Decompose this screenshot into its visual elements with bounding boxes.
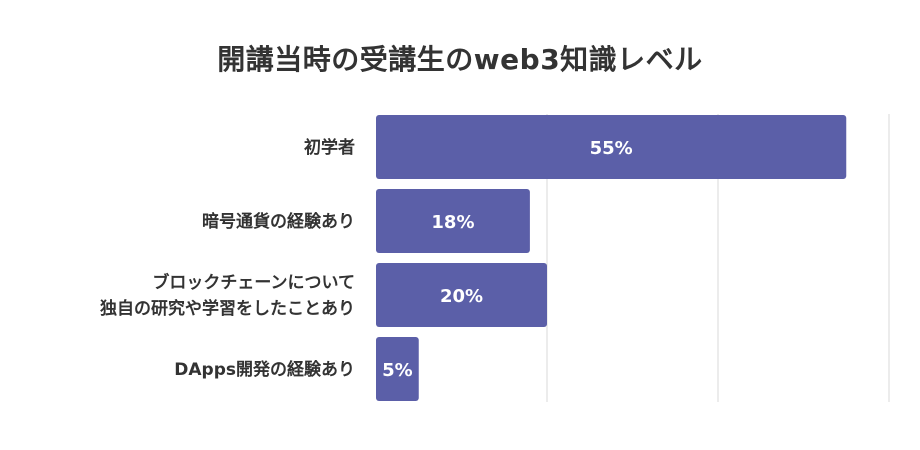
chart-title: 開講当時の受講生のweb3知識レベル <box>217 43 703 76</box>
bar <box>376 189 530 253</box>
bar <box>376 337 419 401</box>
bar-layer <box>376 115 847 401</box>
bar <box>376 263 547 327</box>
category-label: ブロックチェーンについて <box>152 272 355 293</box>
bar <box>376 115 847 179</box>
category-label: DApps開発の経験あり <box>174 359 355 380</box>
category-label: 独自の研究や学習をしたことあり <box>100 298 355 319</box>
category-label: 暗号通貨の経験あり <box>202 211 355 232</box>
category-label: 初学者 <box>304 137 355 158</box>
label-layer: 55% 初学者 18% 暗号通貨の経験あり 20% ブロックチェーンについて独自の研究や学… <box>100 137 633 381</box>
bar-value-label: 18% <box>431 212 474 233</box>
bar-value-label: 55% <box>590 138 633 159</box>
bar-value-label: 5% <box>382 360 413 381</box>
bar-value-label: 20% <box>440 286 483 307</box>
